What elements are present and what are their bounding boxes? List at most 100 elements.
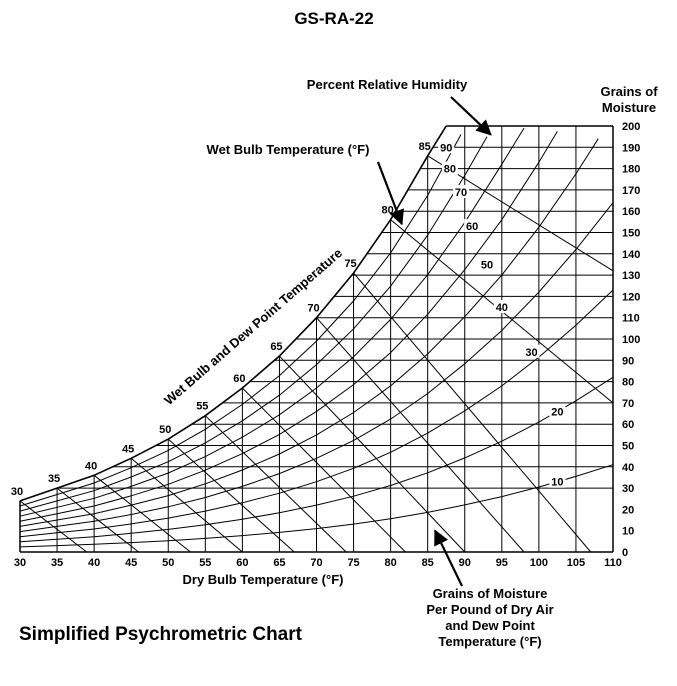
- relative-humidity-lines: [19, 127, 614, 548]
- annotation-grains-line-1: Grains of Moisture: [433, 586, 548, 601]
- x-tick-30: 30: [14, 557, 26, 569]
- y-tick-200: 200: [622, 121, 640, 133]
- saturation-curve-group: [19, 125, 447, 502]
- y-tick-60: 60: [622, 419, 634, 431]
- saturation-curve: [19, 125, 447, 502]
- rh-curve-40: [19, 202, 614, 533]
- y-tick-110: 110: [622, 313, 640, 325]
- saturation-label-55: 55: [196, 401, 208, 413]
- rh-label-bg-70: [453, 185, 470, 199]
- annotation-grains-line-4: Temperature (°F): [438, 634, 541, 649]
- rh-curve-90: [19, 134, 462, 507]
- y-tick-180: 180: [622, 164, 640, 176]
- saturation-label-75: 75: [344, 258, 356, 270]
- wet-bulb-line-45: [130, 457, 243, 553]
- saturation-label-65: 65: [270, 341, 282, 353]
- saturation-label-70: 70: [307, 303, 319, 315]
- x-tick-40: 40: [88, 557, 100, 569]
- horizontal-grid-lines: [57, 125, 613, 489]
- rh-curve-50: [19, 138, 599, 527]
- rh-label-bg-40: [493, 300, 510, 314]
- saturation-label-40: 40: [85, 460, 97, 472]
- saturation-label-50: 50: [159, 424, 171, 436]
- x-tick-35: 35: [51, 557, 63, 569]
- y-tick-40: 40: [622, 462, 634, 474]
- y-tick-120: 120: [622, 291, 640, 303]
- x-tick-75: 75: [347, 557, 359, 569]
- annotation-grains-line-3: and Dew Point: [445, 618, 535, 633]
- x-tick-105: 105: [567, 557, 585, 569]
- y-tick-190: 190: [622, 142, 640, 154]
- rh-curve-10: [19, 464, 614, 548]
- y-axis-label-line-2: Moisture: [602, 100, 656, 115]
- x-tick-95: 95: [496, 557, 508, 569]
- annotation-grains-arrow: [434, 529, 463, 587]
- annotations: Percent Relative Humidity Wet Bulb Temper…: [207, 77, 554, 649]
- rh-label-90: 90: [440, 142, 452, 154]
- wet-bulb-line-55: [204, 415, 347, 553]
- rh-curve-30: [19, 289, 614, 538]
- annotation-wb-label: Wet Bulb Temperature (°F): [207, 142, 370, 157]
- saturation-label-80: 80: [382, 205, 394, 217]
- rh-label-bg-60: [464, 219, 481, 233]
- rh-label-bg-10: [549, 474, 566, 488]
- x-tick-labels: 30 35 40 45 50 55 60 65 70 75 80 85 90 95 100 105 110: [14, 557, 622, 569]
- saturation-label-30: 30: [11, 486, 23, 498]
- relative-humidity-labels: 10 20 30 40 50 60 70 80 90: [438, 140, 566, 489]
- x-tick-80: 80: [385, 557, 397, 569]
- y-tick-90: 90: [622, 355, 634, 367]
- rh-curve-80: [19, 136, 488, 512]
- y-tick-0: 0: [622, 547, 628, 559]
- rh-label-80: 80: [444, 164, 456, 176]
- wet-bulb-line-40: [93, 474, 191, 553]
- saturation-labels: 30 35 40 45 50 55 60 65 70 75 80 85: [11, 141, 431, 498]
- y-tick-10: 10: [622, 526, 634, 538]
- y-tick-150: 150: [622, 228, 640, 240]
- rh-label-bg-90: [438, 140, 455, 154]
- y-tick-160: 160: [622, 206, 640, 218]
- x-axis-label: Dry Bulb Temperature (°F): [183, 572, 344, 587]
- rh-label-bg-50: [478, 257, 495, 271]
- x-tick-65: 65: [273, 557, 285, 569]
- wet-bulb-line-35: [56, 487, 139, 553]
- chart-footer-title: Simplified Psychrometric Chart: [19, 624, 303, 645]
- chart-header-title: GS-RA-22: [294, 9, 373, 28]
- y-tick-20: 20: [622, 504, 634, 516]
- saturation-label-60: 60: [233, 373, 245, 385]
- rh-label-bg-80: [441, 161, 458, 175]
- saturation-curve-label: Wet Bulb and Dew Point Temperature: [161, 245, 345, 408]
- rh-curve-60: [19, 131, 558, 522]
- x-tick-60: 60: [236, 557, 248, 569]
- x-tick-85: 85: [422, 557, 434, 569]
- wet-bulb-line-75: [353, 272, 592, 553]
- wet-bulb-line-85: [427, 155, 614, 272]
- annotation-grains-line-2: Per Pound of Dry Air: [426, 602, 553, 617]
- axes: [19, 125, 614, 553]
- rh-label-10: 10: [551, 477, 563, 489]
- saturation-label-45: 45: [122, 443, 134, 455]
- rh-curve-70: [19, 127, 525, 517]
- x-tick-110: 110: [604, 557, 622, 569]
- annotation-rh-label: Percent Relative Humidity: [307, 77, 468, 92]
- wet-bulb-line-70: [316, 317, 525, 553]
- rh-curve-20: [19, 376, 614, 543]
- y-tick-30: 30: [622, 483, 634, 495]
- x-tick-45: 45: [125, 557, 137, 569]
- y-tick-50: 50: [622, 441, 634, 453]
- rh-label-70: 70: [455, 187, 467, 199]
- x-tick-70: 70: [310, 557, 322, 569]
- rh-label-20: 20: [551, 406, 563, 418]
- y-axis-label-line-1: Grains of: [600, 84, 658, 99]
- x-tick-100: 100: [530, 557, 548, 569]
- rh-label-bg-30: [523, 344, 540, 358]
- rh-label-40: 40: [496, 302, 508, 314]
- y-tick-80: 80: [622, 377, 634, 389]
- annotation-rh-arrow: [450, 96, 492, 136]
- wet-bulb-line-60: [242, 387, 406, 553]
- y-tick-170: 170: [622, 185, 640, 197]
- wet-bulb-line-65: [279, 355, 466, 553]
- y-tick-70: 70: [622, 398, 634, 410]
- rh-label-bg-20: [549, 404, 566, 418]
- y-tick-labels: 0 10 20 30 40 50 60 70 80 90 100 110 120 130 140 150 160…: [622, 121, 640, 559]
